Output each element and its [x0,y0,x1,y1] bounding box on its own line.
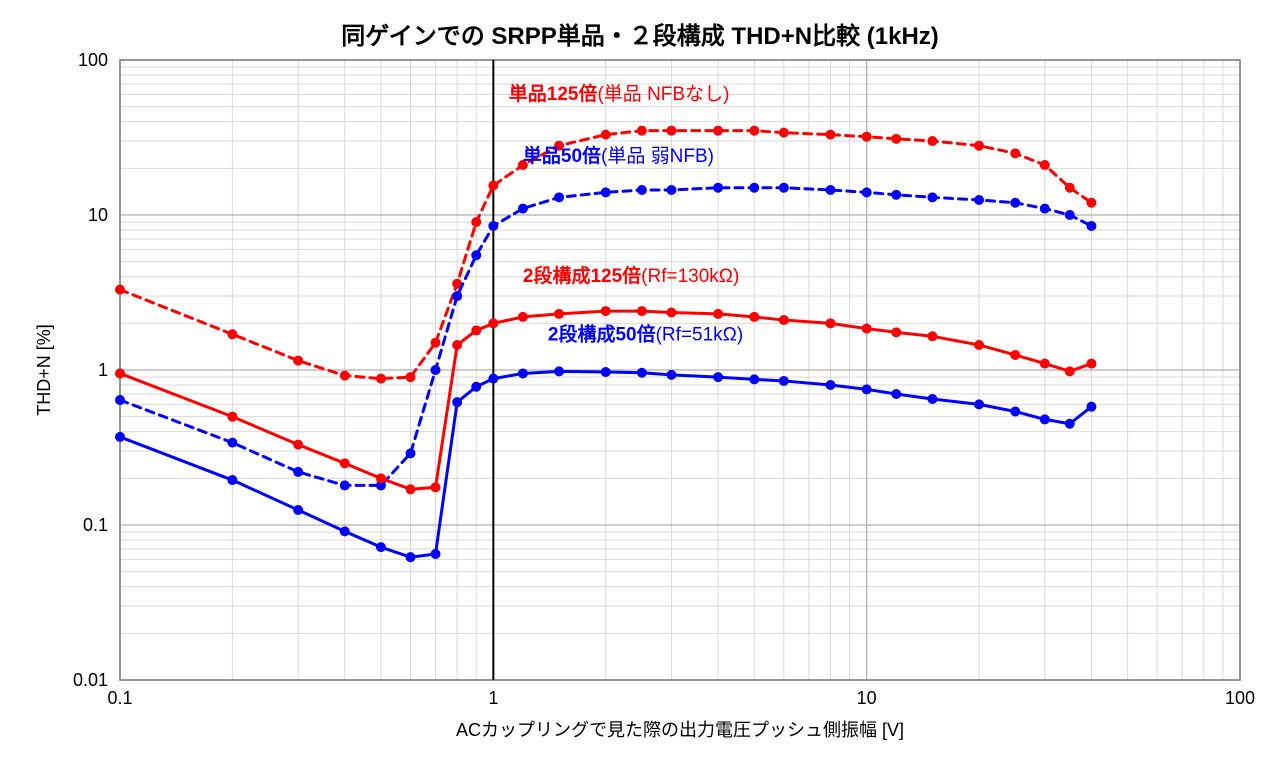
anno_two50: 2段構成50倍(Rf=51kΩ) [548,322,743,345]
y-tick-label: 0.1 [83,515,108,535]
y-tick-label: 100 [78,50,108,70]
y-tick-label: 1 [98,360,108,380]
x-tick-label: 10 [857,688,877,708]
y-tick-label: 0.01 [73,670,108,690]
x-tick-label: 0.1 [107,688,132,708]
anno_single50: 単品50倍(単品 弱NFB) [523,144,714,167]
anno_single125: 単品125倍(単品 NFBなし) [509,82,730,105]
x-tick-label: 100 [1225,688,1255,708]
thd-chart: 0.11101000.010.1110100ACカップリングで見た際の出力電圧プ… [0,0,1280,762]
y-tick-label: 10 [88,205,108,225]
x-axis-label: ACカップリングで見た際の出力電圧プッシュ側振幅 [V] [456,720,904,740]
x-tick-label: 1 [488,688,498,708]
y-axis-label: THD+N [%] [34,324,54,416]
chart-title: 同ゲインでの SRPP単品・２段構成 THD+N比較 (1kHz) [0,16,1280,51]
anno_two125: 2段構成125倍(Rf=130kΩ) [523,264,739,287]
